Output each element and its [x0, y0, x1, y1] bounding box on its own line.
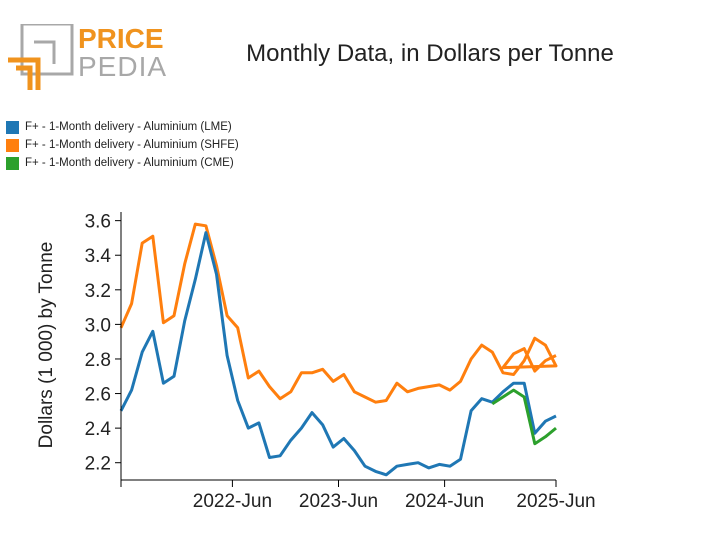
- logo-grey-square: [20, 24, 74, 76]
- legend-item-shfe[interactable]: F+ - 1-Month delivery - Aluminium (SHFE): [6, 136, 239, 154]
- legend-label-cme: F+ - 1-Month delivery - Aluminium (CME): [25, 157, 234, 169]
- x-tick-label: 2025-Jun: [516, 491, 595, 512]
- y-tick-label: 2.4: [85, 419, 112, 440]
- y-tick-label: 3.2: [85, 281, 111, 302]
- legend-swatch-lme: [6, 120, 19, 134]
- y-tick-label: 2.8: [85, 350, 111, 371]
- plot-lines: [119, 222, 558, 477]
- y-tick-label: 2.2: [85, 454, 111, 475]
- x-axis: 2022-Jun 2023-Jun 2024-Jun 2025-Jun: [120, 479, 596, 512]
- y-tick-label: 2.6: [85, 385, 111, 406]
- logo-grey-bracket: [34, 40, 56, 64]
- pricepedia-logo: PRICE PEDIA: [8, 24, 167, 90]
- legend-swatch-shfe: [6, 138, 19, 152]
- legend-item-lme[interactable]: F+ - 1-Month delivery - Aluminium (LME): [6, 118, 239, 136]
- chart-title: Monthly Data, in Dollars per Tonne: [246, 40, 614, 67]
- logo-text-pedia: PEDIA: [78, 51, 167, 82]
- y-axis: 2.2 2.4 2.6 2.8 3.0 3.2 3.4 3.6: [85, 212, 122, 480]
- legend-swatch-cme: [6, 156, 19, 170]
- y-axis-label: Dollars (1 000) by Tonne: [36, 242, 57, 449]
- chart-legend: F+ - 1-Month delivery - Aluminium (LME) …: [6, 118, 239, 172]
- x-tick-label: 2024-Jun: [405, 491, 484, 512]
- logo-mark: [8, 24, 74, 90]
- logo-text-price: PRICE: [78, 24, 164, 54]
- legend-label-shfe: F+ - 1-Month delivery - Aluminium (SHFE): [25, 139, 239, 151]
- series-line-shfe: [119, 222, 558, 404]
- legend-item-cme[interactable]: F+ - 1-Month delivery - Aluminium (CME): [6, 154, 239, 172]
- series-line-lme: [119, 231, 557, 477]
- series-line-cme: [491, 388, 557, 446]
- logo-orange-bracket-outer: [8, 57, 41, 90]
- logo-orange-bracket-inner: [16, 65, 33, 90]
- x-tick-label: 2022-Jun: [193, 491, 272, 512]
- x-tick-label: 2023-Jun: [299, 491, 378, 512]
- legend-label-lme: F+ - 1-Month delivery - Aluminium (LME): [25, 121, 232, 133]
- y-tick-label: 3.6: [85, 212, 111, 233]
- y-tick-label: 3.0: [85, 315, 111, 336]
- y-tick-label: 3.4: [85, 246, 112, 267]
